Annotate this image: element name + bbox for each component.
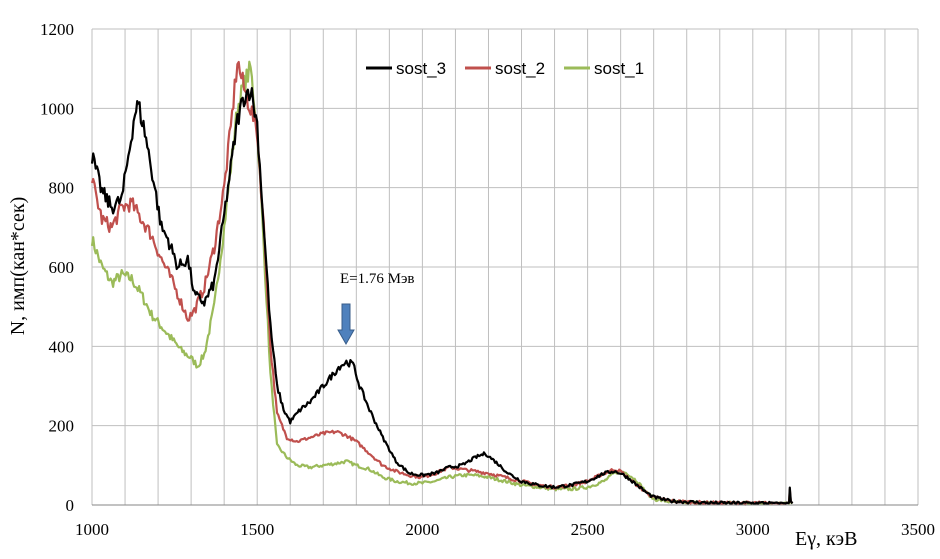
legend-label-sost-1: sost_1 [594,59,644,78]
y-tick-label: 800 [49,179,75,198]
series-line-sost-1 [90,60,794,506]
series-line-sost-2 [90,60,794,506]
x-axis-title: Eγ, кэВ [795,528,857,550]
y-tick-label: 1200 [40,20,74,39]
x-tick-label: 3000 [736,520,770,539]
series-layer [90,60,794,506]
y-tick-label: 400 [49,337,75,356]
x-tick-label: 1000 [75,520,109,539]
y-axis-title: N, имп(кан*сек) [7,197,29,336]
y-tick-label: 200 [49,417,75,436]
annotation-label: E=1.76 Мэв [340,271,414,287]
legend: sost_3 sost_2 sost_1 [366,59,644,78]
y-tick-label: 600 [49,258,75,277]
x-tick-label: 1500 [240,520,274,539]
annotation: E=1.76 Мэв [337,271,414,346]
y-tick-labels: 0 200 400 600 800 1000 1200 [40,20,74,515]
legend-label-sost-2: sost_2 [495,59,545,78]
down-arrow-icon [337,303,355,346]
series-line-sost-3 [90,87,794,506]
x-tick-label: 2000 [405,520,439,539]
x-tick-label: 3500 [901,520,935,539]
y-tick-label: 1000 [40,99,74,118]
y-tick-label: 0 [66,496,75,515]
legend-label-sost-3: sost_3 [396,59,446,78]
x-tick-labels: 1000 1500 2000 2500 3000 3500 [75,520,935,539]
x-tick-label: 2500 [571,520,605,539]
grid-lines [91,28,919,505]
